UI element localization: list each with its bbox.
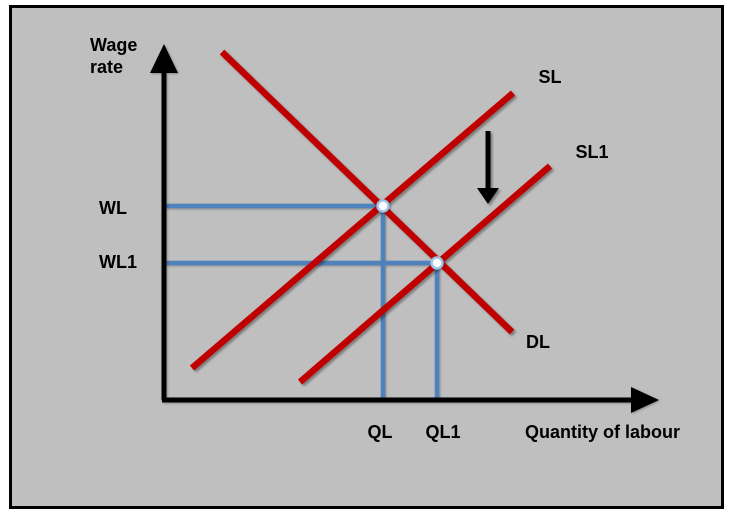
y-axis-label: Wage rate (90, 34, 137, 78)
demand-curve-label: DL (526, 332, 550, 352)
wage-new-label: WL1 (99, 252, 137, 272)
curve-sl (189, 90, 516, 371)
curve-sl1 (297, 163, 553, 385)
supply-shifted-curve-label: SL1 (575, 142, 609, 162)
quantity-new-label: QL1 (425, 422, 461, 442)
x-axis-label: Quantity of labour (525, 422, 680, 442)
diagram-frame (9, 5, 724, 509)
guide-lines (166, 203, 440, 398)
equilibrium-point-ql1 (430, 256, 444, 270)
y-axis-label-line2: rate (90, 57, 124, 77)
y-axis-label-line1: Wage (90, 35, 138, 55)
quantity-initial-label: QL (367, 422, 393, 442)
supply-curve-label: SL (538, 67, 562, 87)
curve-dl (219, 49, 515, 335)
equilibrium-point-ql (376, 199, 390, 213)
axes (150, 44, 659, 413)
shift-arrow (477, 131, 499, 204)
shift-arrow-head-icon (477, 188, 499, 204)
y-axis-arrowhead-icon (150, 44, 178, 73)
wage-initial-label: WL (99, 198, 127, 218)
equilibrium-points (376, 199, 444, 270)
x-axis-arrowhead-icon (631, 387, 659, 413)
supply-demand-curves (189, 49, 553, 385)
